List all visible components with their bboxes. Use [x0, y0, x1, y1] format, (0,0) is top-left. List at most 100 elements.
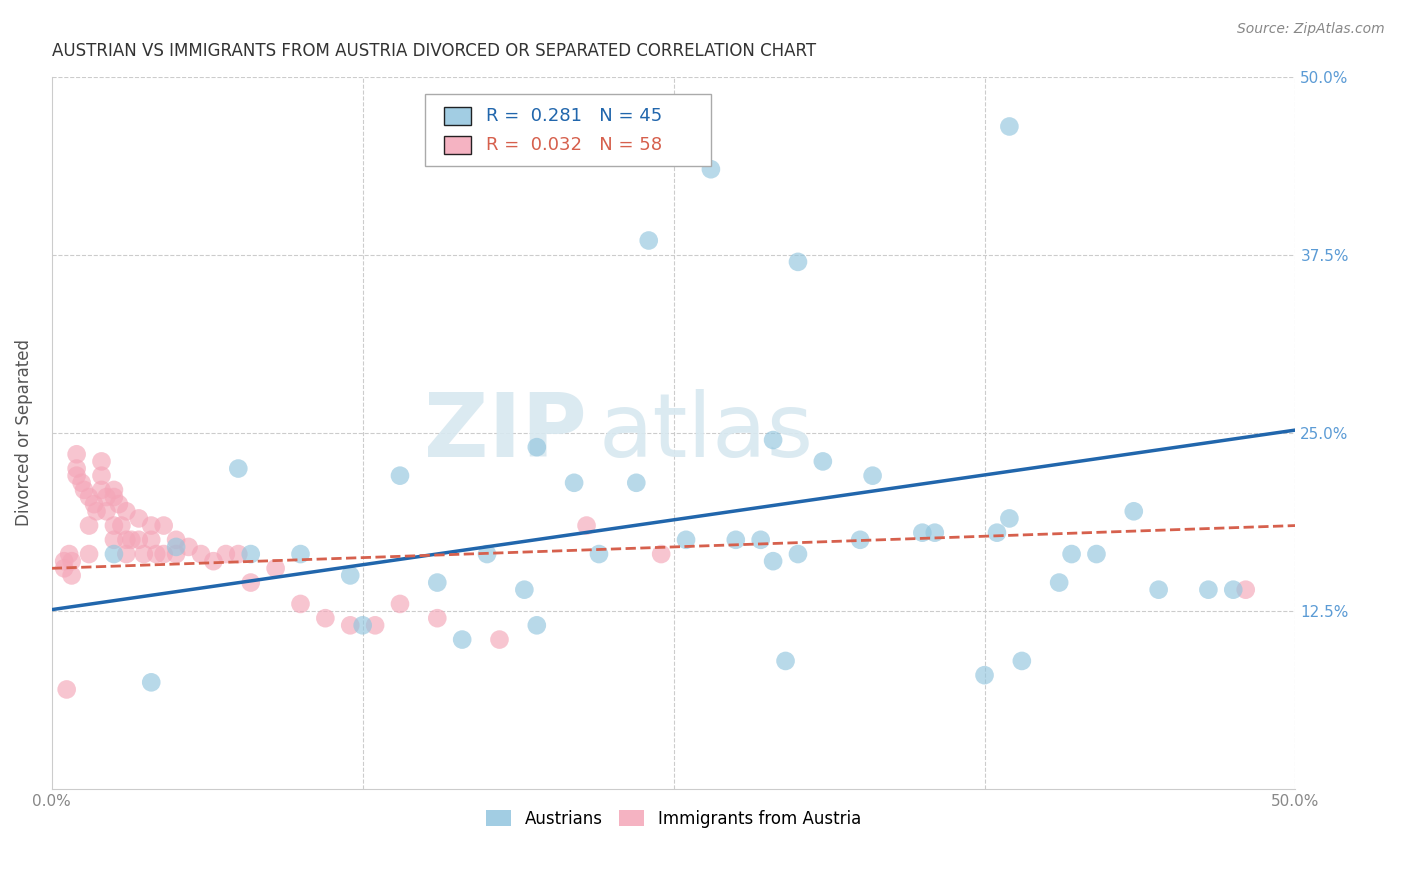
Point [352, 618, 374, 632]
Point [90, 468, 112, 483]
Point [475, 547, 498, 561]
Point [762, 433, 785, 447]
Point [526, 618, 548, 632]
Point [65, 468, 87, 483]
Point [190, 547, 212, 561]
Text: ZIP: ZIP [423, 390, 586, 476]
Point [141, 533, 163, 547]
Text: AUSTRIAN VS IMMIGRANTS FROM AUSTRIA DIVORCED OR SEPARATED CORRELATION CHART: AUSTRIAN VS IMMIGRANTS FROM AUSTRIA DIVO… [52, 42, 815, 60]
Point [83, 497, 105, 511]
Point [1147, 582, 1170, 597]
Point [65, 447, 87, 461]
Text: atlas: atlas [599, 390, 814, 476]
Point [165, 540, 187, 554]
Point [53, 561, 76, 575]
Point [239, 547, 262, 561]
Point [650, 547, 672, 561]
Point [575, 518, 598, 533]
Point [103, 518, 125, 533]
Point [675, 533, 697, 547]
Point [998, 120, 1021, 134]
Point [60, 568, 83, 582]
Point [73, 483, 96, 497]
Point [103, 533, 125, 547]
Point [86, 504, 108, 518]
Point [426, 575, 449, 590]
Point [849, 533, 872, 547]
Point [1085, 547, 1108, 561]
Point [339, 568, 361, 582]
Point [290, 547, 312, 561]
Point [1060, 547, 1083, 561]
Point [55, 682, 77, 697]
FancyBboxPatch shape [443, 136, 471, 153]
Point [96, 504, 118, 518]
Point [1234, 582, 1257, 597]
Point [1197, 582, 1219, 597]
Text: Source: ZipAtlas.com: Source: ZipAtlas.com [1237, 22, 1385, 37]
Y-axis label: Divorced or Separated: Divorced or Separated [15, 340, 32, 526]
Point [90, 483, 112, 497]
Point [108, 497, 131, 511]
Point [388, 468, 411, 483]
Point [60, 554, 83, 568]
Point [339, 618, 361, 632]
Legend: Austrians, Immigrants from Austria: Austrians, Immigrants from Austria [479, 803, 868, 834]
Point [110, 518, 132, 533]
Point [562, 475, 585, 490]
Point [115, 533, 138, 547]
Point [141, 675, 163, 690]
Point [1011, 654, 1033, 668]
Point [226, 547, 249, 561]
Point [862, 468, 884, 483]
Point [165, 533, 187, 547]
Point [526, 440, 548, 454]
Text: R =  0.032   N = 58: R = 0.032 N = 58 [486, 136, 662, 153]
Point [239, 575, 262, 590]
Point [215, 547, 238, 561]
Point [762, 554, 785, 568]
Point [165, 547, 187, 561]
Point [924, 525, 946, 540]
Point [77, 490, 100, 504]
Point [128, 533, 150, 547]
Point [426, 611, 449, 625]
Point [775, 654, 797, 668]
Point [96, 490, 118, 504]
Point [226, 461, 249, 475]
Point [103, 483, 125, 497]
Point [1122, 504, 1144, 518]
Point [724, 533, 747, 547]
Point [177, 540, 200, 554]
Point [973, 668, 995, 682]
Point [488, 632, 510, 647]
Point [128, 511, 150, 525]
Point [314, 611, 336, 625]
FancyBboxPatch shape [425, 95, 711, 166]
Point [986, 525, 1008, 540]
Point [77, 518, 100, 533]
Point [451, 632, 474, 647]
Point [77, 547, 100, 561]
Point [787, 547, 810, 561]
Point [65, 461, 87, 475]
Point [152, 518, 174, 533]
Point [911, 525, 934, 540]
Text: R =  0.281   N = 45: R = 0.281 N = 45 [486, 107, 662, 125]
Point [145, 547, 167, 561]
FancyBboxPatch shape [443, 107, 471, 125]
Point [103, 490, 125, 504]
Point [103, 547, 125, 561]
Point [264, 561, 287, 575]
Point [53, 554, 76, 568]
Point [290, 597, 312, 611]
Point [700, 162, 723, 177]
Point [70, 475, 93, 490]
Point [749, 533, 772, 547]
Point [132, 547, 155, 561]
Point [1222, 582, 1244, 597]
Point [811, 454, 834, 468]
Point [58, 547, 80, 561]
Point [513, 582, 536, 597]
Point [637, 234, 659, 248]
